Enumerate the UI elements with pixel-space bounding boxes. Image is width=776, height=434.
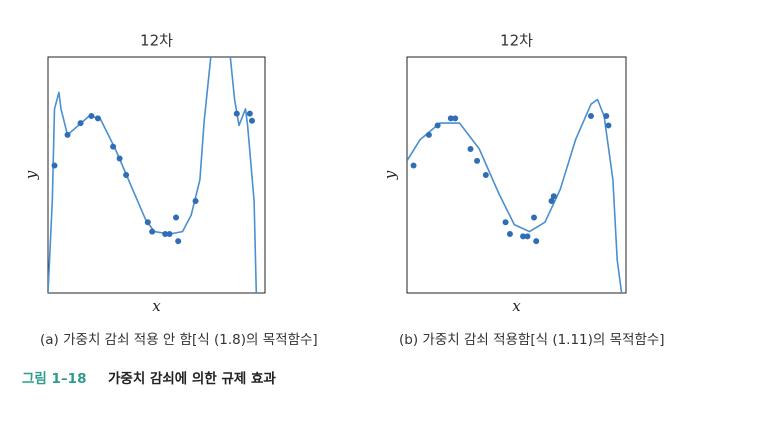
data-point	[548, 197, 555, 204]
data-point	[116, 155, 123, 162]
data-point	[246, 110, 253, 117]
data-point	[467, 146, 474, 153]
data-point	[77, 120, 84, 127]
fit-curve	[407, 98, 623, 293]
data-point	[51, 162, 58, 169]
x-axis-label: x	[512, 297, 521, 315]
chart-title: 12차	[140, 32, 173, 50]
plot-frame	[47, 56, 266, 294]
data-point	[533, 238, 540, 245]
data-point	[173, 214, 180, 221]
data-point	[603, 113, 610, 119]
data-point	[88, 113, 95, 119]
data-point	[123, 172, 130, 178]
data-point	[64, 131, 71, 138]
data-point	[410, 162, 417, 169]
data-point	[425, 131, 432, 138]
data-point	[110, 143, 117, 150]
data-point	[524, 233, 531, 240]
x-axis-label: x	[152, 297, 161, 315]
y-axis-label: y	[381, 170, 399, 180]
data-point	[149, 228, 156, 235]
plot-area	[48, 57, 258, 293]
data-point	[144, 219, 151, 226]
caption: (a) 가중치 감쇠 적용 안 함[식 (1.8)의 목적함수]	[40, 332, 318, 348]
plot-frame	[406, 56, 627, 294]
data-point	[506, 231, 513, 237]
data-point	[192, 197, 199, 204]
data-point	[162, 231, 169, 237]
data-point	[447, 115, 454, 122]
data-point	[482, 172, 489, 178]
data-point	[175, 238, 182, 245]
data-point	[452, 115, 459, 122]
data-point	[248, 117, 255, 124]
data-point	[531, 214, 538, 221]
data-point	[166, 231, 173, 237]
figure-label: 그림 1–18	[22, 371, 86, 387]
data-point	[587, 113, 594, 119]
data-point	[605, 122, 612, 129]
figure-caption: 가중치 감쇠에 의한 규제 효과	[108, 370, 276, 387]
plot-area	[407, 98, 623, 293]
data-point	[474, 157, 481, 164]
data-point	[94, 115, 101, 122]
data-point	[233, 110, 240, 117]
fit-curve	[48, 57, 258, 293]
caption: (b) 가중치 감쇠 적용함[식 (1.11)의 목적함수]	[399, 332, 665, 348]
y-axis-label: y	[22, 170, 40, 180]
data-point	[502, 219, 509, 226]
chart-title: 12차	[500, 32, 533, 50]
data-point	[434, 122, 441, 129]
data-point	[520, 233, 527, 240]
data-point	[550, 193, 557, 200]
